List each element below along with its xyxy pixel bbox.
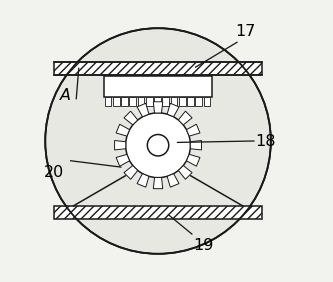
Bar (154, 97, 161, 106)
Polygon shape (124, 111, 138, 125)
Text: 20: 20 (44, 164, 64, 180)
Bar (138, 97, 144, 106)
Bar (54, 62, 262, 75)
Polygon shape (137, 174, 149, 187)
Bar (113, 97, 120, 106)
Polygon shape (167, 174, 179, 187)
Polygon shape (186, 154, 200, 166)
Polygon shape (190, 140, 201, 150)
Bar (54, 206, 262, 219)
Polygon shape (167, 103, 179, 117)
Bar (129, 97, 136, 106)
Text: 19: 19 (193, 238, 213, 253)
Polygon shape (116, 124, 130, 136)
Text: A: A (60, 88, 71, 103)
Bar (121, 97, 128, 106)
Text: 17: 17 (235, 23, 256, 39)
Polygon shape (178, 166, 192, 179)
Bar (146, 97, 153, 106)
Bar (105, 76, 211, 97)
Bar (187, 97, 194, 106)
Bar (203, 97, 210, 106)
Bar (179, 97, 185, 106)
Polygon shape (116, 154, 130, 166)
Bar (170, 97, 177, 106)
Circle shape (45, 28, 271, 254)
Bar (195, 97, 202, 106)
Polygon shape (153, 102, 163, 113)
Circle shape (126, 113, 190, 178)
Polygon shape (124, 166, 138, 179)
Bar (105, 97, 111, 106)
Circle shape (147, 135, 169, 156)
Polygon shape (115, 140, 126, 150)
Bar (162, 97, 169, 106)
Polygon shape (153, 177, 163, 189)
Polygon shape (178, 111, 192, 125)
Polygon shape (137, 103, 149, 117)
Polygon shape (186, 124, 200, 136)
Text: 18: 18 (255, 133, 275, 149)
